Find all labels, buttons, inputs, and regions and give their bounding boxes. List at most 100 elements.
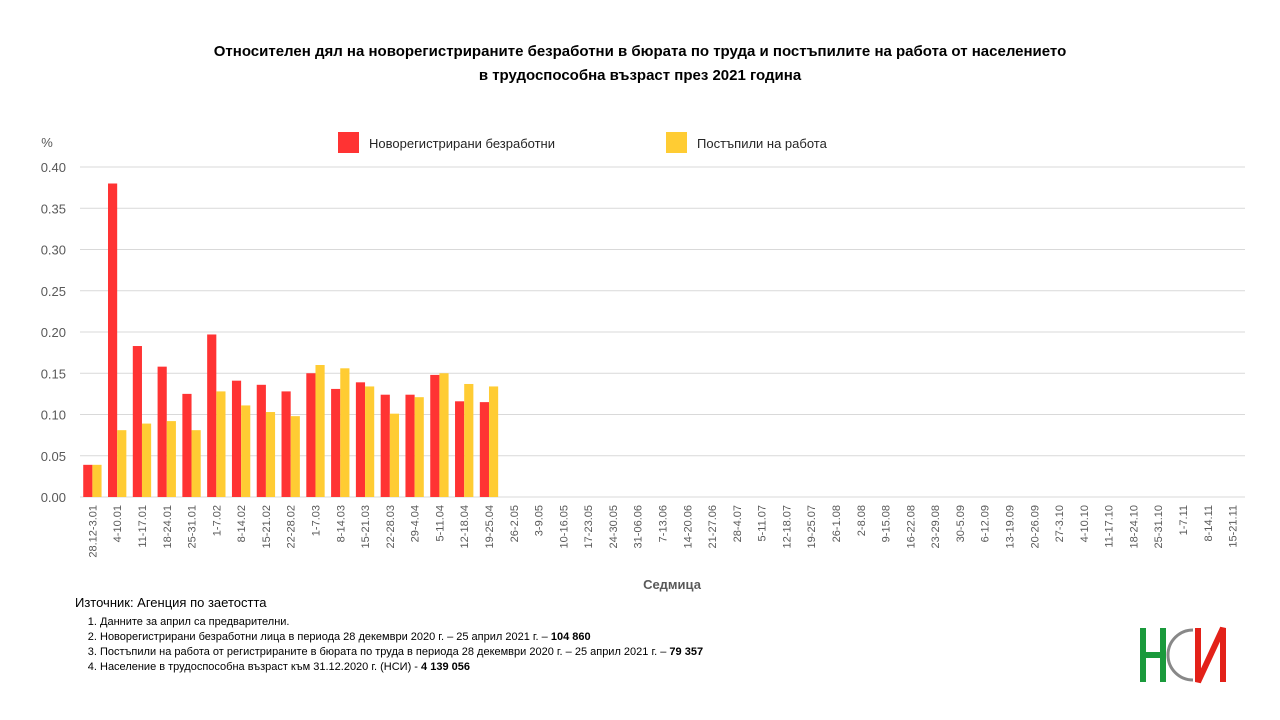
bar [132, 346, 142, 497]
x-tick-label: 27-3.10 [1054, 505, 1066, 542]
x-tick-label: 1-7.02 [211, 505, 223, 536]
bar [108, 183, 118, 497]
source: Източник: Агенция по заетостта [75, 595, 267, 610]
x-tick-label: 19-25.07 [806, 505, 818, 548]
bar [281, 391, 291, 497]
bar [340, 368, 350, 497]
x-tick-label: 4-10.01 [112, 505, 124, 542]
x-tick-label: 11-17.10 [1104, 505, 1116, 548]
bar [166, 421, 176, 497]
bar [439, 373, 449, 497]
x-tick-label: 8-14.02 [236, 505, 248, 542]
bar [380, 394, 390, 497]
legend-label: Новорегистрирани безработни [369, 136, 555, 151]
x-tick-label: 20-26.09 [1029, 505, 1041, 548]
y-tick-label: 0.30 [41, 243, 66, 258]
bar [331, 388, 341, 497]
x-tick-label: 26-1.08 [831, 505, 843, 542]
notes: Източник: Агенция по заетостта Данните з… [75, 595, 703, 676]
y-tick-label: 0.40 [41, 160, 66, 175]
x-axis-label: Седмица [643, 577, 702, 592]
logo [1140, 626, 1226, 684]
note-text: Население в трудоспособна възраст към 31… [100, 661, 422, 673]
bar [464, 383, 474, 497]
note-value: 4 139 056 [421, 661, 470, 673]
note: Население в трудоспособна възраст към 31… [100, 661, 703, 673]
bar [479, 402, 489, 497]
x-tick-label: 22-28.03 [385, 505, 397, 548]
bar [455, 401, 465, 497]
x-tick-label: 1-7.11 [1178, 505, 1190, 535]
bar [256, 384, 266, 497]
x-tick-label: 11-17.01 [137, 505, 149, 548]
y-tick-label: 0.15 [41, 366, 66, 381]
x-tick-label: 21-27.06 [707, 505, 719, 548]
x-tick-label: 1-7.03 [310, 505, 322, 536]
bar [157, 366, 167, 497]
x-tick-label: 30-5.09 [955, 505, 967, 542]
bar [231, 380, 242, 497]
y-tick-label: 0.10 [41, 408, 66, 423]
x-tick-label: 15-21.11 [1228, 505, 1240, 548]
bar [141, 423, 152, 497]
x-tick-label: 9-15.08 [881, 505, 893, 542]
bar [92, 464, 102, 497]
note: Данните за април са предварителни. [100, 616, 703, 628]
x-tick-label: 2-8.08 [856, 505, 868, 536]
chart-title: в трудоспособна възраст през 2021 година [479, 67, 802, 84]
y-tick-label: 0.05 [41, 449, 66, 464]
bar [290, 416, 300, 497]
legend-swatch [338, 132, 359, 153]
x-tick-label: 10-16.05 [558, 505, 570, 548]
x-tick-label: 25-31.01 [187, 505, 199, 548]
note-value: 104 860 [550, 631, 591, 643]
bar [306, 373, 316, 497]
x-tick-label: 26-2.05 [509, 505, 521, 542]
x-tick-label: 12-18.04 [459, 505, 471, 548]
x-tick-label: 24-30.05 [608, 505, 620, 548]
bar [365, 386, 375, 497]
x-tick-label: 23-29.08 [930, 505, 942, 548]
note-text: Новорегистрирани безработни лица в перио… [100, 631, 551, 643]
bar [117, 430, 127, 497]
bar [389, 413, 400, 497]
bar [265, 412, 276, 497]
x-tick-label: 19-25.04 [484, 505, 496, 548]
x-tick-label: 4-10.10 [1079, 505, 1091, 542]
y-tick-label: 0.35 [41, 201, 66, 216]
x-tick-label: 7-13.06 [658, 505, 670, 542]
bar [216, 391, 226, 497]
chart-title: Относителен дял на новорегистрираните бе… [214, 43, 1066, 60]
x-tick-label: 31-06.06 [633, 505, 645, 548]
x-tick-label: 16-22.08 [905, 505, 917, 548]
x-tick-label: 6-12.09 [980, 505, 992, 542]
bar [83, 464, 93, 497]
x-tick-label: 29-4.04 [410, 505, 422, 542]
x-tick-label: 5-11.07 [757, 505, 769, 542]
bar [405, 394, 415, 497]
x-tick-label: 12-18.07 [781, 505, 793, 548]
x-tick-label: 17-23.05 [583, 505, 595, 548]
y-axis-label: % [41, 135, 53, 150]
bar [488, 386, 499, 497]
x-tick-label: 28.12-3.01 [87, 505, 99, 558]
x-tick-label: 15-21.03 [360, 505, 372, 548]
note: Новорегистрирани безработни лица в перио… [100, 631, 703, 643]
bar [182, 393, 192, 497]
x-tick-label: 25-31.10 [1153, 505, 1165, 548]
x-tick-label: 15-21.02 [261, 505, 273, 548]
bar [430, 374, 440, 497]
y-tick-label: 0.20 [41, 325, 66, 340]
x-tick-label: 22-28.02 [286, 505, 298, 548]
x-tick-label: 18-24.01 [162, 505, 174, 548]
x-tick-label: 5-11.04 [434, 505, 446, 542]
x-tick-label: 28-4.07 [732, 505, 744, 542]
x-tick-label: 8-14.03 [335, 505, 347, 542]
chart: Относителен дял на новорегистрираните бе… [41, 43, 1245, 592]
bar [191, 430, 201, 497]
bar [414, 397, 424, 497]
bar [355, 382, 366, 497]
y-tick-label: 0.00 [41, 490, 66, 505]
x-tick-label: 14-20.06 [682, 505, 694, 548]
